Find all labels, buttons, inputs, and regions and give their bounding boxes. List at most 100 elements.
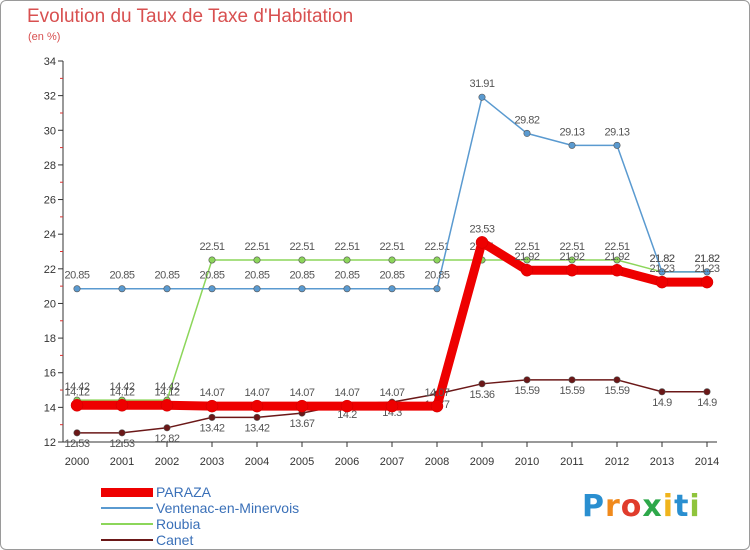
data-point	[343, 285, 351, 293]
legend-label: Canet	[156, 532, 194, 548]
data-point	[478, 93, 486, 101]
logo-letter: o	[620, 489, 643, 524]
data-point	[208, 285, 216, 293]
y-tick-label: 20	[44, 298, 56, 310]
data-label: 20.85	[289, 270, 314, 282]
data-label: 12.53	[64, 438, 89, 450]
x-tick-label: 2007	[380, 456, 404, 468]
data-label: 14.42	[109, 381, 134, 393]
x-tick-label: 2013	[650, 456, 674, 468]
data-label: 23.53	[469, 223, 494, 235]
y-tick-label: 34	[44, 56, 56, 68]
data-point	[703, 388, 711, 396]
legend-label: Roubia	[156, 516, 201, 532]
data-label: 14.07	[379, 387, 404, 399]
data-label: 20.85	[199, 270, 224, 282]
data-point	[298, 285, 306, 293]
data-label: 14.07	[289, 387, 314, 399]
x-tick-label: 2008	[425, 456, 449, 468]
data-point	[205, 399, 219, 413]
data-point	[388, 256, 396, 264]
data-point	[520, 263, 534, 277]
x-tick-label: 2011	[560, 456, 584, 468]
data-label: 20.85	[379, 270, 404, 282]
x-tick-label: 2004	[245, 456, 269, 468]
data-label: 15.59	[559, 385, 584, 397]
logo-letter: x	[642, 489, 663, 524]
data-point	[613, 376, 621, 384]
series-ventenac-en-minervois: 20.85 20.85 20.85 20.85 20.85 20.85 20.85 20.85…	[64, 78, 720, 293]
data-point	[655, 275, 669, 289]
data-label: 22.51	[244, 241, 269, 253]
y-tick-label: 14	[44, 402, 56, 414]
data-point	[340, 399, 354, 413]
logo-letter: i	[689, 489, 701, 524]
data-point	[523, 256, 531, 264]
data-label: 14.12	[109, 386, 134, 398]
y-tick-label: 28	[44, 160, 56, 172]
data-label: 21.23	[649, 263, 674, 275]
data-label: 14.07	[199, 387, 224, 399]
data-label: 14.07	[244, 387, 269, 399]
data-label: 20.85	[154, 270, 179, 282]
legend-swatch	[101, 523, 153, 525]
data-point	[700, 275, 714, 289]
data-point	[70, 399, 84, 412]
logo-letter: i	[662, 489, 675, 524]
data-label: 22.51	[514, 241, 539, 253]
data-point	[478, 380, 486, 388]
data-label: 20.85	[109, 270, 134, 282]
data-label: 20.85	[244, 270, 269, 282]
y-tick-label: 30	[44, 125, 56, 137]
data-label: 22.51	[334, 241, 359, 253]
data-label: 14.12	[154, 386, 179, 398]
data-label: 14.2	[337, 409, 357, 421]
data-label: 22.51	[559, 241, 584, 253]
data-label: 29.13	[559, 126, 584, 138]
y-tick-label: 24	[44, 229, 56, 241]
data-label: 15.59	[514, 385, 539, 397]
data-point	[430, 399, 444, 413]
data-point	[253, 413, 261, 421]
data-point	[568, 256, 576, 264]
x-tick-label: 2014	[695, 456, 719, 468]
data-label: 20.85	[424, 270, 449, 282]
data-point	[610, 263, 624, 277]
data-label: 12.53	[109, 438, 134, 450]
data-label: 22.51	[424, 241, 449, 253]
data-label: 20.85	[64, 270, 89, 282]
x-tick-label: 2005	[290, 456, 314, 468]
data-point	[523, 129, 531, 137]
data-label: 14.12	[64, 386, 89, 398]
data-label: 15.36	[469, 389, 494, 401]
data-label: 21.82	[694, 253, 719, 265]
series-roubia: 14.42 14.42 14.42 22.51 22.51 22.51 22.51 22.51…	[64, 241, 720, 404]
data-point	[568, 376, 576, 384]
y-tick-label: 18	[44, 333, 56, 345]
data-label: 15.59	[604, 385, 629, 397]
data-point	[385, 399, 399, 413]
data-point	[475, 236, 489, 249]
x-tick-label: 2000	[65, 456, 89, 468]
legend-swatch	[101, 539, 153, 541]
y-tick-label: 26	[44, 195, 56, 207]
data-label: 21.92	[559, 251, 584, 263]
logo-letter: P	[582, 489, 605, 524]
data-label: 13.42	[244, 422, 269, 434]
data-point	[658, 388, 666, 396]
data-point	[523, 376, 531, 384]
x-tick-label: 2012	[605, 456, 629, 468]
data-point	[160, 399, 174, 412]
data-point	[433, 285, 441, 293]
data-label: 21.82	[694, 253, 719, 265]
legend-swatch	[101, 507, 153, 509]
data-point	[253, 256, 261, 264]
data-point	[433, 256, 441, 264]
data-label: 21.92	[514, 251, 539, 263]
data-point	[613, 141, 621, 149]
x-tick-label: 2002	[155, 456, 179, 468]
x-tick-label: 2010	[515, 456, 539, 468]
chart-subtitle: (en %)	[28, 31, 61, 43]
data-label: 22.51	[289, 241, 314, 253]
